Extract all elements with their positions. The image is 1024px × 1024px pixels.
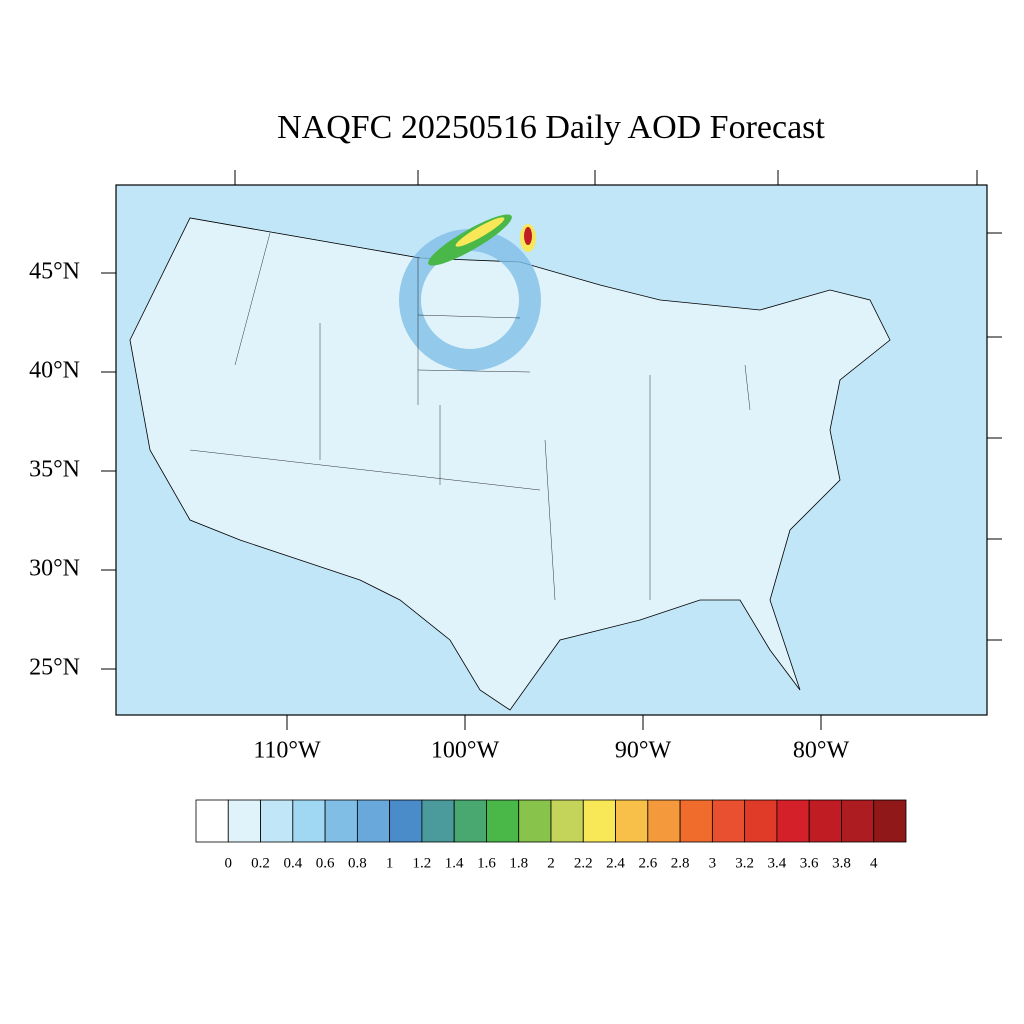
colorbar-box — [776, 799, 810, 843]
colorbar-box — [389, 799, 423, 843]
plume-core — [455, 217, 505, 247]
frame-ticks — [234, 170, 1002, 641]
map-frame — [115, 184, 988, 716]
lon-label: 90°W — [615, 738, 672, 764]
colorbar-box — [486, 799, 520, 843]
colorbar-label: 0.8 — [348, 855, 367, 871]
state-lines — [189, 217, 751, 601]
colorbar-box — [841, 799, 875, 843]
colorbar-label: 0 — [225, 855, 233, 871]
colorbar-box — [453, 799, 487, 843]
colorbar-box — [873, 799, 907, 843]
colorbar-label: 3.4 — [768, 855, 787, 871]
colorbar-label: 0.2 — [251, 855, 270, 871]
colorbar-box — [647, 799, 681, 843]
colorbar-box — [195, 799, 229, 843]
colorbar-box — [615, 799, 649, 843]
colorbar-label: 0.4 — [283, 855, 302, 871]
map-area — [116, 185, 987, 715]
colorbar-box — [227, 799, 261, 843]
colorbar-label: 1.2 — [413, 855, 432, 871]
hotspot-core — [524, 227, 532, 245]
colorbar-label: 2.4 — [606, 855, 625, 871]
colorbar-label: 2.2 — [574, 855, 593, 871]
colorbar-box — [550, 799, 584, 843]
colorbar-label: 2.6 — [638, 855, 657, 871]
colorbar-box — [324, 799, 358, 843]
colorbar-box — [582, 799, 616, 843]
colorbar-box — [260, 799, 294, 843]
colorbar-box — [356, 799, 391, 843]
colorbar-box — [711, 799, 746, 843]
colorbar-label: 2.8 — [671, 855, 690, 871]
lon-label: 80°W — [793, 738, 850, 764]
colorbar-label: 3.2 — [735, 855, 754, 871]
colorbar-label: 2 — [547, 855, 555, 871]
lat-label: 40°N — [29, 358, 80, 384]
lon-label: 100°W — [431, 738, 500, 764]
colorbar-label: 1 — [386, 855, 394, 871]
colorbar-box — [518, 799, 552, 843]
lat-label: 45°N — [29, 259, 80, 285]
colorbar-label: 1.8 — [509, 855, 528, 871]
colorbar-box — [679, 799, 713, 843]
lat-label: 35°N — [29, 457, 80, 483]
colorbar-label: 4 — [870, 855, 878, 871]
colorbar-label: 3.6 — [800, 855, 819, 871]
title: NAQFC 20250516 Daily AOD Forecast — [277, 109, 825, 146]
lat-label: 25°N — [29, 655, 80, 681]
colorbar-box — [808, 799, 842, 843]
colorbar-box — [421, 799, 455, 843]
colorbar-label: 0.6 — [316, 855, 335, 871]
colorbar-label: 1.4 — [445, 855, 464, 871]
colorbar-box — [744, 799, 778, 843]
colorbar-label: 3 — [709, 855, 717, 871]
lat-label: 30°N — [29, 556, 80, 582]
colorbar-box — [292, 799, 326, 843]
colorbar-label: 3.8 — [832, 855, 851, 871]
colorbar-label: 1.6 — [477, 855, 496, 871]
lon-label: 110°W — [253, 738, 321, 764]
